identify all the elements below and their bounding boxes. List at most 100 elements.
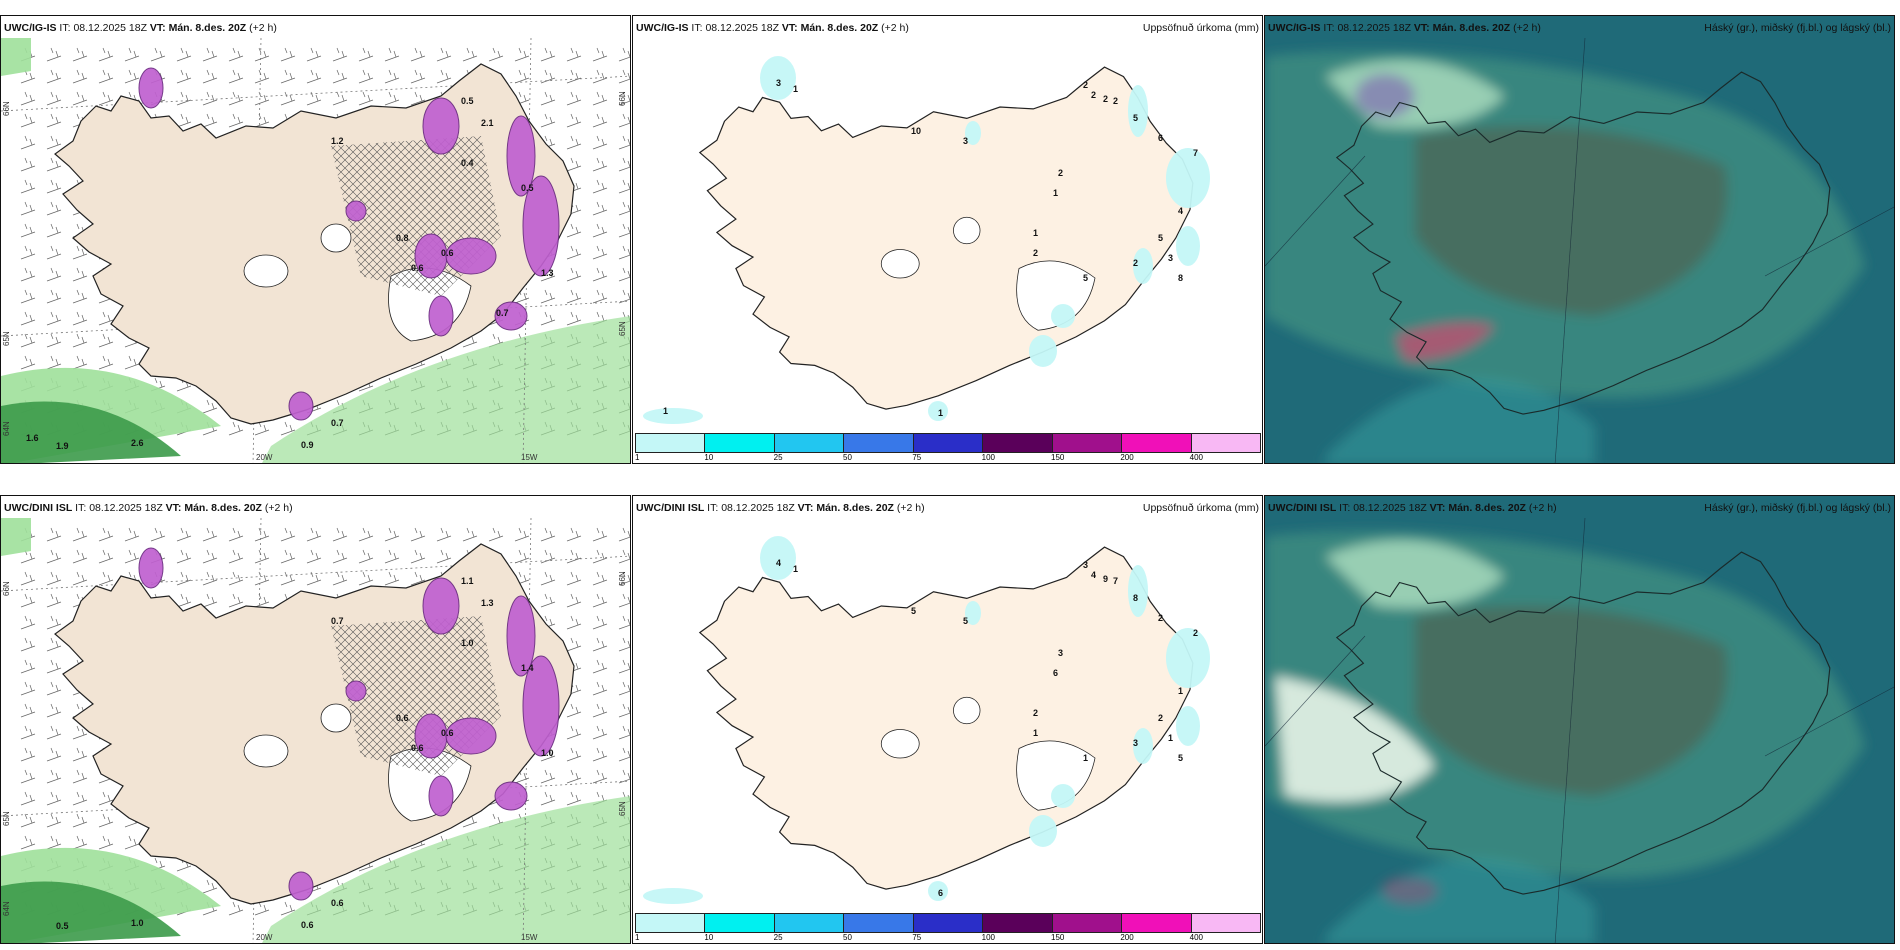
legend-tick: 100 (981, 933, 996, 942)
iceland-outline (698, 546, 1194, 890)
lon-label: 15W (521, 933, 538, 942)
iceland-outline (1335, 551, 1831, 895)
precip-value: 1 (1033, 728, 1038, 738)
snow-blob (506, 115, 536, 197)
precip-value: 6 (938, 888, 943, 898)
precip-panel-ig: UWC/IG-IS IT: 08.12.2025 18Z VT: Mán. 8.… (632, 15, 1263, 464)
panel-title: UWC/IG-IS IT: 08.12.2025 18Z VT: Mán. 8.… (1268, 22, 1891, 34)
precip-patch (760, 536, 796, 580)
precip-patch (1166, 148, 1210, 208)
precip-value: 4 (1091, 570, 1096, 580)
precip-patch (1128, 85, 1148, 137)
snow-blob (522, 175, 560, 277)
snow-blob (522, 655, 560, 757)
precip-value: 2 (1113, 96, 1118, 106)
precip-value: 3 (1083, 560, 1088, 570)
wind-zone (1, 518, 31, 556)
wind-value: 0.7 (331, 418, 344, 428)
wind-value: 0.5 (461, 96, 474, 106)
legend-tick: 50 (843, 453, 852, 462)
precip-patch (928, 881, 948, 901)
panel-title: UWC/IG-IS IT: 08.12.2025 18Z VT: Mán. 8.… (4, 22, 277, 34)
precip-patch (965, 601, 981, 625)
precip-patch (643, 408, 703, 424)
cloud-mass-mid (1415, 126, 1728, 316)
wind-value: 1.3 (541, 268, 554, 278)
legend-tick: 400 (1189, 453, 1204, 462)
cloud-map (1265, 16, 1894, 463)
cloud-map (1265, 496, 1894, 943)
precip-patch (643, 888, 703, 904)
snow-blob (138, 547, 164, 589)
precip-patch (760, 56, 796, 100)
precip-value: 1 (1178, 686, 1183, 696)
wind-value: 1.4 (521, 663, 534, 673)
legend-swatch (636, 434, 706, 452)
precip-value: 10 (911, 126, 921, 136)
legend-tick: 25 (773, 453, 783, 462)
legend-tick: 1 (635, 453, 640, 462)
legend-tick: 400 (1189, 933, 1204, 942)
panel-title: UWC/DINI ISL IT: 08.12.2025 18Z VT: Mán.… (1268, 502, 1891, 514)
precip-value: 1 (938, 408, 943, 418)
lat-label: 66N (2, 581, 11, 596)
wind-value: 0.6 (396, 713, 409, 723)
legend-swatch (983, 434, 1053, 452)
precip-value: 5 (1133, 113, 1138, 123)
lat-label-right: 65N (618, 801, 627, 816)
precip-value: 4 (776, 558, 781, 568)
precip-value: 4 (1178, 206, 1183, 216)
precip-value: 2 (1103, 94, 1108, 104)
precip-value: 1 (1083, 753, 1088, 763)
legend-tick: 10 (704, 453, 714, 462)
legend-tick: 150 (1051, 933, 1065, 942)
legend-tick: 100 (981, 453, 996, 462)
panel-title: UWC/IG-IS IT: 08.12.2025 18Z VT: Mán. 8.… (636, 22, 1259, 34)
precip-value: 8 (1178, 273, 1183, 283)
wind-zone-strong (1, 881, 181, 943)
snow-blob (345, 200, 367, 222)
panel-right-title: Háský (gr.), miðský (fj.bl.) og lágský (… (1704, 502, 1891, 514)
wind-value: 0.8 (396, 233, 409, 243)
panel-right-title: Háský (gr.), miðský (fj.bl.) og lágský (… (1704, 22, 1891, 34)
legend-swatch (705, 914, 775, 932)
legend-tick: 75 (912, 453, 922, 462)
precip-patch (965, 121, 981, 145)
legend-swatch (1052, 914, 1123, 932)
cloud-mass-mid (1415, 606, 1728, 796)
wind-value: 0.6 (301, 920, 314, 930)
wind-value: 1.0 (541, 748, 554, 758)
legend-swatch (1191, 434, 1260, 452)
precip-value: 2 (1033, 708, 1038, 718)
wind-value: 0.6 (441, 248, 454, 258)
snow-blob (288, 871, 314, 901)
wind-value: 0.5 (521, 183, 534, 193)
iceland-outline (1335, 71, 1831, 415)
precip-value: 1 (1168, 733, 1173, 743)
precip-value: 3 (1133, 738, 1138, 748)
precip-value: 2 (1133, 258, 1138, 268)
lat-label: 64N (2, 421, 11, 436)
panel-right-title: Uppsöfnuð úrkoma (mm) (1142, 502, 1259, 514)
precip-panel-dini: UWC/DINI ISL IT: 08.12.2025 18Z VT: Mán.… (632, 495, 1263, 944)
precip-patch (1176, 706, 1200, 746)
wind-map: 66N 65N 64N 66N 65N 20W 15W 0.5 2.1 1.2 0.4 0.5 0.6 1… (1, 37, 630, 463)
wind-value: 0.9 (301, 440, 314, 450)
legend-swatch (844, 434, 914, 452)
legend-tick: 200 (1120, 453, 1134, 462)
precip-value: 3 (963, 136, 968, 146)
lon-label: 20W (256, 453, 273, 462)
lon-label: 15W (521, 453, 538, 462)
wind-value: 0.5 (56, 921, 69, 931)
precip-patch (1051, 784, 1075, 808)
precip-patch (1128, 565, 1148, 617)
legend-swatch (774, 434, 845, 452)
legend-swatch (1191, 914, 1260, 932)
wind-zone (262, 316, 630, 463)
cloud-panel-dini: UWC/DINI ISL IT: 08.12.2025 18Z VT: Mán.… (1264, 495, 1895, 944)
wind-zone-strong (1, 401, 181, 463)
lat-label: 64N (2, 901, 11, 916)
wind-value: 0.4 (461, 158, 474, 168)
precip-patch (1133, 248, 1153, 284)
